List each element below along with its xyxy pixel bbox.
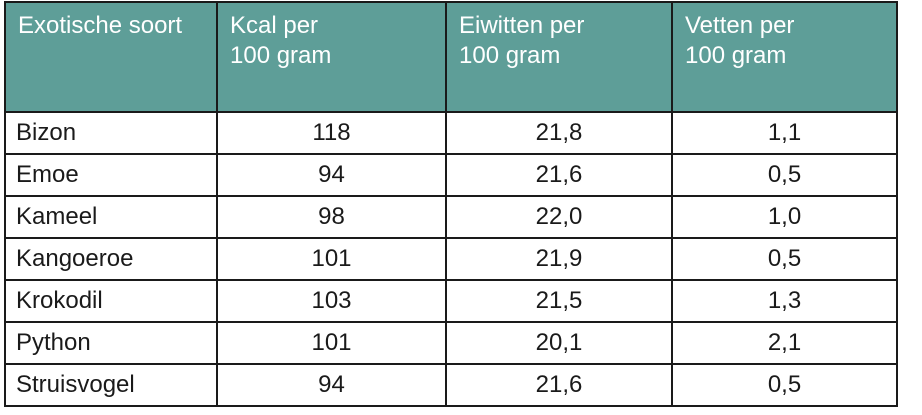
cell-protein: 21,6 (446, 364, 673, 406)
header-kcal: Kcal per 100 gram (217, 2, 447, 113)
cell-fat: 0,5 (672, 154, 897, 197)
cell-kcal: 94 (217, 364, 447, 406)
cell-protein: 21,5 (446, 280, 673, 323)
cell-kcal: 94 (217, 154, 447, 197)
cell-protein: 21,9 (446, 238, 673, 281)
cell-fat: 1,0 (672, 196, 897, 239)
cell-species: Krokodil (5, 280, 218, 323)
header-species: Exotische soort (5, 2, 218, 113)
header-fat: Vetten per 100 gram (672, 2, 897, 113)
header-fat-line1: Vetten per (685, 12, 795, 39)
cell-protein: 21,6 (446, 154, 673, 197)
cell-kcal: 101 (217, 322, 447, 365)
cell-kcal: 101 (217, 238, 447, 281)
cell-fat: 0,5 (767, 371, 802, 398)
table-row: Struisvogel 94 21,6 0,5 (5, 364, 897, 406)
header-kcal-line2: 100 gram (230, 42, 332, 69)
header-protein: Eiwitten per 100 gram (446, 2, 673, 113)
cell-species: Emoe (5, 154, 218, 197)
cell-fat: 1,3 (672, 280, 897, 323)
cell-kcal: 98 (217, 196, 447, 239)
table-header-row: Exotische soort Kcal per 100 gram Eiwitt… (5, 2, 897, 113)
header-protein-line2: 100 gram (459, 42, 561, 69)
table-row: Kameel 98 22,0 1,0 (5, 196, 897, 239)
cell-species: Struisvogel (5, 364, 218, 406)
cell-protein: 22,0 (446, 196, 673, 239)
header-species-line1: Exotische soort (18, 12, 183, 39)
cell-species: Bizon (5, 112, 218, 155)
cell-species: Python (5, 322, 218, 365)
cell-species: Kangoeroe (5, 238, 218, 281)
cell-protein: 20,1 (446, 322, 673, 365)
cell-fat: 1,1 (672, 112, 897, 155)
header-kcal-line1: Kcal per (230, 12, 319, 39)
table-row: Python 101 20,1 2,1 (5, 322, 897, 365)
cell-species: Kameel (5, 196, 218, 239)
header-protein-line1: Eiwitten per (459, 12, 585, 39)
cell-fat: 0,5 (672, 238, 897, 281)
header-fat-line2: 100 gram (685, 42, 787, 69)
table-row: Bizon 118 21,8 1,1 (5, 112, 897, 155)
cell-kcal: 118 (217, 112, 447, 155)
nutrition-table: Exotische soort Kcal per 100 gram Eiwitt… (4, 1, 898, 407)
table-row: Krokodil 103 21,5 1,3 (5, 280, 897, 323)
cell-fat: 2,1 (672, 322, 897, 365)
cell-kcal: 103 (217, 280, 447, 323)
cell-protein: 21,8 (446, 112, 673, 155)
table-row: Kangoeroe 101 21,9 0,5 (5, 238, 897, 281)
table-row: Emoe 94 21,6 0,5 (5, 154, 897, 197)
nutrition-table-container: Exotische soort Kcal per 100 gram Eiwitt… (4, 1, 898, 412)
